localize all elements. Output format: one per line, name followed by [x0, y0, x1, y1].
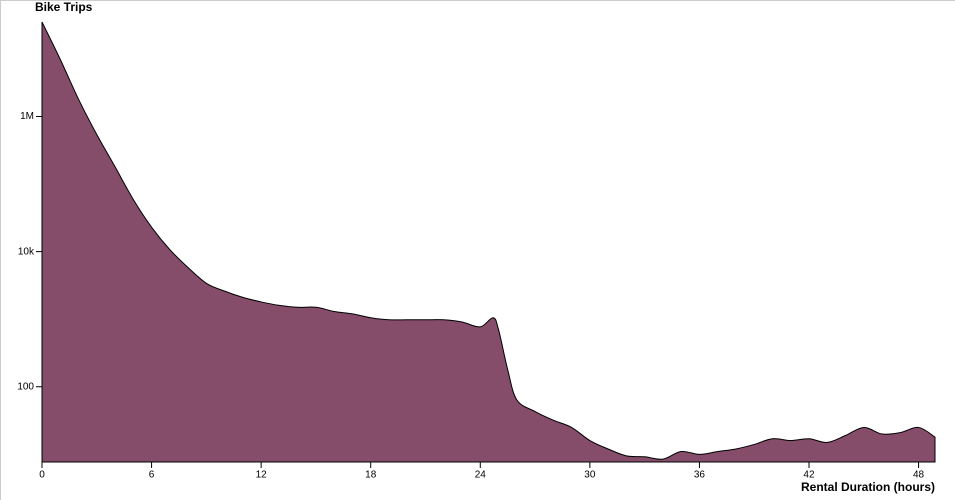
y-tick-label: 10k [18, 246, 35, 257]
x-tick-label: 36 [694, 470, 706, 481]
x-axis-label: Rental Duration (hours) [801, 480, 935, 494]
x-tick-label: 6 [149, 470, 155, 481]
y-tick-label: 1M [20, 111, 34, 122]
x-tick-label: 30 [584, 470, 596, 481]
x-tick-label: 48 [913, 470, 925, 481]
area [41, 21, 936, 463]
chart-title: Bike Trips [35, 0, 93, 14]
x-tick-label: 24 [475, 470, 487, 481]
x-tick-label: 42 [803, 470, 815, 481]
y-tick-label: 100 [17, 381, 34, 392]
x-tick-label: 0 [39, 470, 45, 481]
x-tick-label: 18 [365, 470, 377, 481]
x-tick-label: 12 [256, 470, 268, 481]
